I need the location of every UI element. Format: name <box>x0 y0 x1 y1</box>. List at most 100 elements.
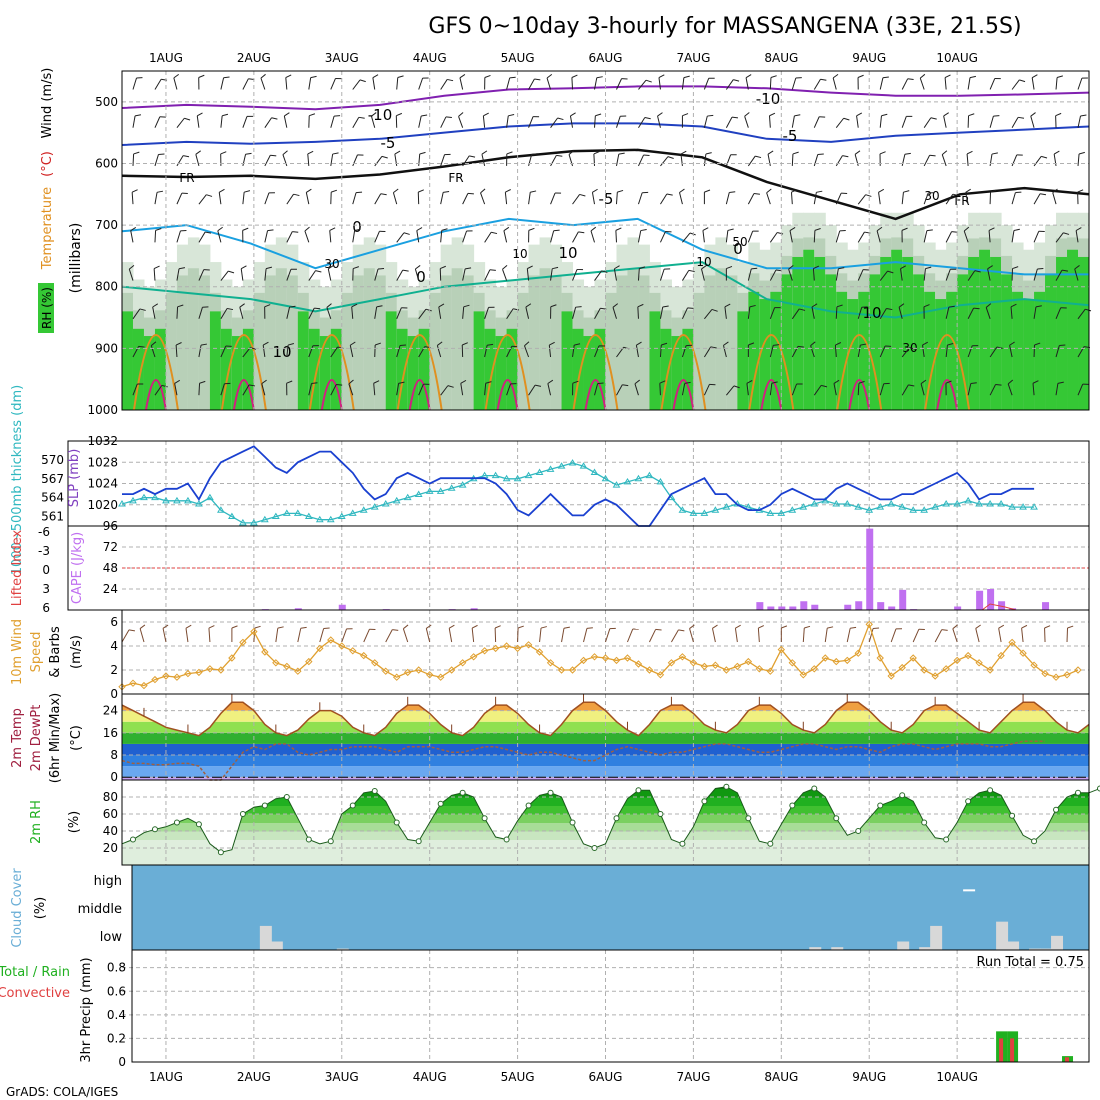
y-axis-label-barbs: & Barbs <box>48 626 63 678</box>
wind-barb-feather <box>1080 114 1087 117</box>
rh-cell-mid <box>264 275 277 410</box>
surface-wind-barb-feather <box>162 624 169 629</box>
wind-barb <box>594 383 599 396</box>
wind-barb <box>220 383 225 396</box>
wind-barb-feather <box>1017 116 1025 119</box>
wind-barb-feather <box>556 154 563 157</box>
surface-wind-barb-feather <box>941 629 948 631</box>
wind-barb <box>812 268 815 281</box>
surface-wind-barb-feather <box>563 626 570 629</box>
slp-tick-label: 1024 <box>87 477 118 491</box>
wind-barb-feather <box>462 342 468 346</box>
wind-barb-feather <box>421 114 428 117</box>
wind-barb-feather <box>524 341 530 347</box>
wind-barb-feather <box>1055 112 1062 117</box>
wind-barb-feather <box>593 151 600 155</box>
y-axis-label-convective: Convective <box>0 986 70 1001</box>
wind-barb-feather <box>304 226 310 232</box>
wind-barb <box>681 345 687 358</box>
wind-barb <box>1055 269 1063 281</box>
wind-barb <box>260 77 266 90</box>
rh-cell-high <box>583 336 596 410</box>
contour-label: 0 <box>733 240 743 258</box>
wind-barb <box>131 192 134 205</box>
wind-speed-marker <box>601 654 610 662</box>
wind-barb <box>701 268 705 281</box>
wind-barb-feather <box>1031 74 1038 79</box>
rh-cell-high <box>671 336 683 410</box>
wind-barb-feather <box>835 342 842 346</box>
wind-barb-feather <box>197 112 203 117</box>
rh-cell-mid <box>704 275 716 410</box>
surface-wind-barb <box>561 628 565 643</box>
wind-speed-marker <box>920 666 928 674</box>
wind-barb-feather <box>505 189 511 193</box>
wind-speed-marker <box>931 672 939 680</box>
wind-barb <box>856 115 859 128</box>
surface-wind-barb <box>583 628 588 643</box>
wind-barb-feather <box>636 341 642 346</box>
hot-contour <box>936 379 959 411</box>
wind-barb <box>1052 192 1057 205</box>
surface-wind-barb-feather <box>804 625 811 629</box>
wind-speed-marker <box>1019 649 1027 657</box>
wind-barb <box>747 268 752 281</box>
thickness-marker <box>656 477 665 485</box>
wind-barb-feather <box>381 155 388 159</box>
contour-label: 10 <box>272 343 291 361</box>
cape-bar <box>976 590 984 610</box>
wind-barb <box>857 345 861 358</box>
wind-barb-feather <box>952 193 959 197</box>
thickness-marker <box>590 468 599 475</box>
rh-cell-high <box>858 291 870 410</box>
rh-marker <box>217 849 224 856</box>
rh-cell-high <box>902 256 914 410</box>
cape-bar <box>338 604 346 610</box>
wind-barb <box>747 155 756 167</box>
wind-barb-feather <box>644 117 651 120</box>
rh-cell-high <box>297 311 310 410</box>
wind-barb <box>725 385 735 396</box>
wind-barb <box>440 192 444 205</box>
wind-barb <box>988 230 991 243</box>
precip-bar-convective <box>1010 1038 1015 1062</box>
wind-barb <box>788 268 793 281</box>
wind-speed-marker <box>425 671 434 679</box>
wind-barb-feather <box>968 113 975 117</box>
rh-marker <box>921 819 928 826</box>
warm-contour <box>308 334 355 411</box>
wind-barb <box>196 115 200 128</box>
wind-barb <box>330 384 337 396</box>
rh-cell-high <box>561 311 574 410</box>
wind-speed-marker <box>832 657 840 666</box>
surface-wind-barb-feather <box>758 625 765 629</box>
precip-bar-convective <box>999 1038 1004 1062</box>
wind-barb-feather <box>854 150 861 155</box>
rh-marker <box>415 838 422 845</box>
wind-barb <box>394 153 398 166</box>
wind-barb <box>769 232 778 243</box>
rh-cell-mid <box>528 275 541 410</box>
thickness-marker <box>568 459 577 466</box>
wind-barb-feather <box>286 380 293 384</box>
contour-label: 10 <box>862 304 881 322</box>
precip-tick-label: 0.4 <box>107 1008 126 1022</box>
y-axis-label-minmax: (6hr Min/Max) <box>48 693 63 783</box>
wind-barb-feather <box>618 152 625 155</box>
wind-barb-feather <box>511 345 518 348</box>
thickness-marker <box>634 474 643 482</box>
rh-cell-mid <box>352 275 365 410</box>
wind-barb-feather <box>996 346 1003 349</box>
surface-wind-barb <box>649 629 657 643</box>
wind-barb <box>989 116 994 128</box>
wind-barb <box>308 307 315 320</box>
wind-barb-feather <box>948 305 955 308</box>
surface-wind-barb <box>734 628 738 643</box>
thickness-line <box>121 462 1035 524</box>
wind-barb <box>198 194 207 205</box>
rh-cell-mid <box>539 268 552 410</box>
wind-barb-feather <box>617 189 624 193</box>
wind-barb-feather <box>1061 269 1069 272</box>
thickness-marker <box>414 490 423 498</box>
wind-speed-line <box>121 622 1079 688</box>
